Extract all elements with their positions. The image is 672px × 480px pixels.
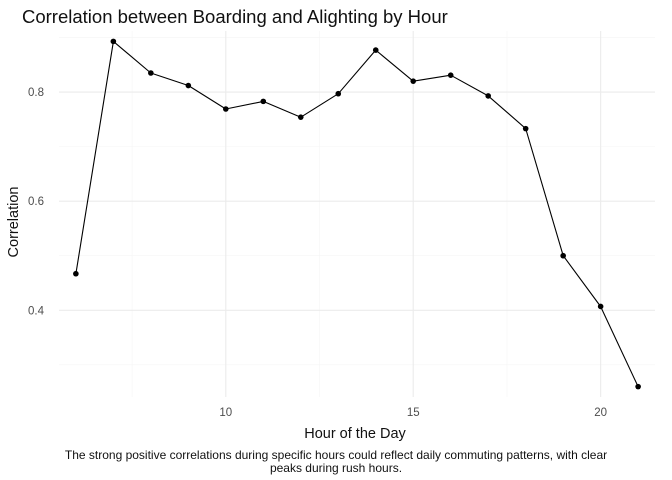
data-point — [148, 70, 154, 76]
data-point — [260, 98, 267, 105]
data-point — [185, 82, 192, 89]
data-point — [597, 303, 604, 310]
y-tick-label: 0.6 — [28, 196, 44, 208]
data-point — [110, 38, 117, 45]
data-point — [297, 114, 304, 120]
chart-caption: The strong positive correlations during … — [64, 448, 608, 475]
x-tick-label: 20 — [594, 407, 607, 419]
data-point — [560, 252, 566, 259]
data-point — [335, 90, 342, 97]
y-tick-label: 0.8 — [28, 87, 44, 99]
data-point — [223, 106, 229, 112]
y-tick-label: 0.4 — [28, 305, 45, 317]
minor-gridlines — [59, 31, 655, 397]
chart-title: Correlation between Boarding and Alighti… — [22, 6, 448, 27]
data-point — [635, 383, 641, 390]
data-point — [372, 47, 379, 53]
data-point — [73, 270, 79, 277]
major-gridlines — [59, 31, 655, 397]
x-axis-label: Hour of the Day — [304, 426, 406, 442]
series-layer — [73, 38, 641, 390]
data-point — [485, 93, 491, 99]
series-line — [75, 40, 639, 387]
tick-labels: 10 15 20 0.4 0.6 0.8 — [28, 87, 607, 419]
x-tick-label: 10 — [219, 407, 232, 419]
data-point — [447, 72, 454, 78]
x-tick-label: 15 — [407, 407, 420, 419]
data-point — [522, 125, 529, 132]
data-point — [410, 78, 417, 84]
